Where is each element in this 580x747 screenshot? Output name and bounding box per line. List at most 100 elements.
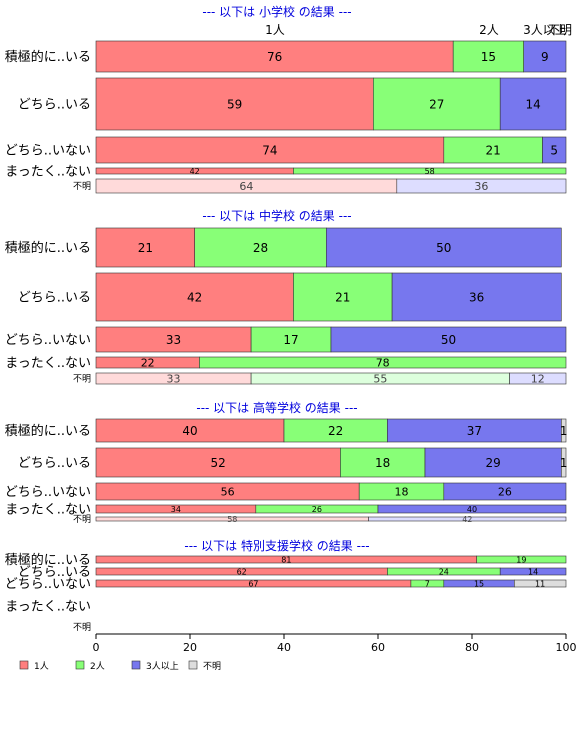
bar-segment-one [95,77,374,131]
row-label: まったく..ない [5,165,91,180]
data-label: 33 [166,333,181,347]
data-label: 50 [436,241,451,255]
data-label: 74 [262,143,277,157]
row-label: まったく..ない [5,356,91,371]
data-label: 1 [560,456,568,470]
data-label: 24 [439,567,449,576]
data-label: 26 [498,485,512,498]
data-label: 21 [138,241,153,255]
row-label: 積極的に..いる [5,423,91,439]
bar-segment-two [372,77,501,131]
row-label: 不明 [73,622,91,633]
row-label: 不明 [73,374,91,385]
bar-segment-two [340,447,426,478]
bar-segment-three [499,77,567,131]
row-label: 積極的に..いる [5,240,91,256]
bar-segment-two [293,167,567,175]
data-label: 15 [474,579,484,588]
data-label: 26 [312,505,322,514]
data-label: 81 [281,555,291,564]
data-label: 21 [335,290,350,304]
data-label: 58 [227,515,237,524]
bar-segment-two [452,40,525,73]
bar-segment-two [194,227,327,268]
data-label: 29 [486,456,501,470]
bars-layer [95,40,567,588]
row-label: 積極的に..いる [5,552,91,568]
data-label: 59 [227,97,242,111]
header-label-unknown: 不明 [548,23,572,37]
header-label-three: 3人以上 [523,23,567,37]
axis-layer: 0 20 40 60 80 100 [93,633,577,654]
bar-segment-one [95,326,252,353]
data-label: 14 [525,97,540,111]
bar-segment-two [476,555,567,564]
bar-segment-three [368,516,567,522]
x-tick-label: 0 [93,641,100,654]
legend-layer: 1人 2人 3人以上 不明 [19,660,221,672]
row-label: どちら..いない [5,333,91,348]
row-label: どちら..いない [5,577,91,592]
panel-title: --- 以下は 中学校 の結果 --- [202,208,351,223]
data-label: 36 [469,290,484,304]
data-label: 33 [167,372,181,385]
data-label: 42 [462,515,472,524]
data-label: 7 [425,579,430,588]
data-label: 21 [486,143,501,157]
row-label: どちら..いる [18,456,91,471]
data-label: 37 [467,424,482,438]
legend-label-three: 3人以上 [146,661,179,672]
legend-swatch-three [131,660,141,670]
row-label: 不明 [73,181,91,192]
data-label: 50 [441,333,456,347]
bar-segment-unknown [560,418,567,443]
data-label: 56 [221,485,235,498]
data-label: 27 [429,97,444,111]
data-label: 52 [211,456,226,470]
x-tick-label: 20 [183,641,197,654]
data-label: 1 [560,424,568,438]
data-label: 62 [237,567,247,576]
data-label: 15 [481,50,496,64]
data-label: 18 [395,485,409,498]
data-label: 5 [550,143,558,157]
data-label: 17 [283,333,298,347]
row-label: まったく..ない [5,503,91,518]
bar-segment-three [499,567,567,576]
x-tick-label: 100 [556,641,577,654]
row-label: どちら..いる [18,98,91,113]
bar-segment-unknown [513,579,567,588]
bar-segment-one [95,272,294,322]
bar-segment-three [396,178,567,194]
data-label: 11 [535,579,545,588]
data-label: 22 [141,356,155,369]
bar-segment-three [523,40,567,73]
bar-segment-three [391,272,562,322]
legend-swatch-one [19,660,29,670]
bar-segment-three [377,504,567,514]
x-tick-label: 40 [277,641,291,654]
data-label: 9 [541,50,549,64]
bar-segment-one [95,40,454,73]
legend-swatch-unknown [188,660,198,670]
data-label: 58 [425,167,435,176]
row-label: どちら..いる [18,565,91,580]
bar-segment-three [443,482,567,501]
data-label: 55 [373,372,387,385]
data-label: 67 [248,579,258,588]
data-label: 34 [171,505,181,514]
row-label: どちら..いない [5,485,91,500]
x-tick-label: 80 [465,641,479,654]
data-label: 22 [328,424,343,438]
row-label: どちら..いない [5,144,91,159]
data-label: 64 [239,180,253,193]
panel-title: --- 以下は 特別支援学校 の結果 --- [184,538,369,553]
data-label: 36 [474,180,488,193]
legend-swatch-two [75,660,85,670]
header-label-one: 1人 [265,23,285,37]
legend-label-unknown: 不明 [203,661,221,672]
data-label: 14 [528,567,538,576]
